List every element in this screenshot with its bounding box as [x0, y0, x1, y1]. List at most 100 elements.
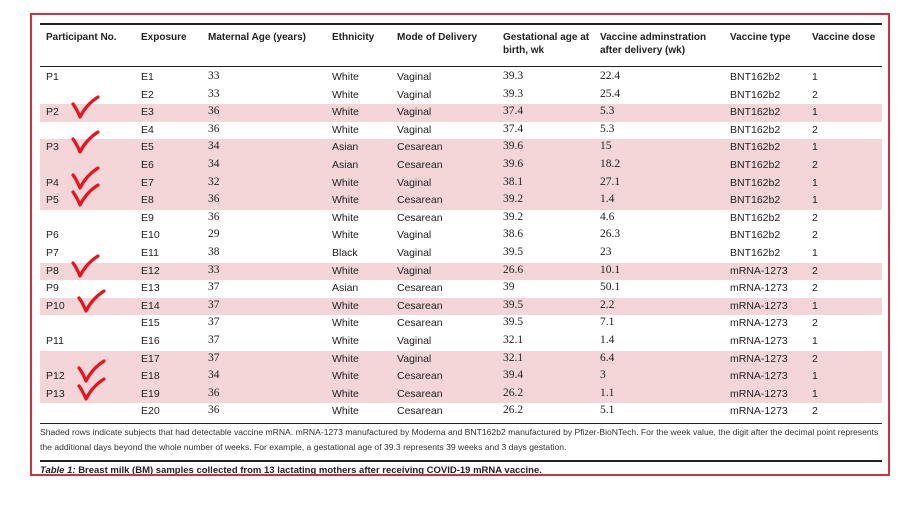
- cell-exposure: E10: [141, 229, 160, 242]
- cell-delivery: Cesarean: [397, 299, 443, 312]
- cell-delivery: Vaginal: [397, 176, 432, 189]
- cell-exposure: E3: [141, 106, 154, 119]
- table-row: P12 E18 34 White Cesarean 39.4 3 mRNA-1273 1: [40, 368, 882, 386]
- table-top-rule: [40, 23, 882, 25]
- cell-maternal-age: 37: [208, 316, 220, 329]
- cell-participant: P4: [46, 176, 59, 189]
- cell-exposure: E11: [141, 247, 159, 259]
- cell-admin-week: 15: [600, 140, 612, 153]
- cell-ethnicity: White: [332, 88, 359, 101]
- cell-ethnicity: White: [332, 71, 359, 83]
- cell-delivery: Vaginal: [397, 264, 432, 277]
- cell-vaccine-dose: 1: [812, 194, 818, 207]
- table-footnote: Shaded rows indicate subjects that had d…: [40, 427, 879, 452]
- cell-maternal-age: 34: [208, 140, 220, 153]
- cell-vaccine-dose: 2: [812, 405, 818, 418]
- cell-vaccine-type: mRNA-1273: [730, 370, 788, 383]
- cell-maternal-age: 33: [208, 70, 220, 82]
- cell-maternal-age: 36: [208, 122, 220, 135]
- cell-exposure: E7: [141, 176, 154, 189]
- cell-vaccine-type: mRNA-1273: [730, 299, 788, 312]
- cell-vaccine-dose: 1: [812, 176, 818, 189]
- cell-gestational-age: 39.2: [503, 193, 524, 206]
- cell-vaccine-type: BNT162b2: [730, 141, 781, 154]
- cell-delivery: Vaginal: [397, 123, 432, 136]
- cell-maternal-age: 32: [208, 175, 220, 188]
- cell-participant: P3: [46, 141, 59, 154]
- cell-admin-week: 18.2: [600, 158, 621, 170]
- cell-ethnicity: White: [332, 106, 359, 119]
- cell-maternal-age: 33: [208, 263, 220, 276]
- cell-delivery: Cesarean: [397, 282, 443, 295]
- cell-participant: P2: [46, 106, 59, 119]
- cell-participant: P12: [46, 370, 65, 383]
- cell-ethnicity: White: [332, 335, 359, 347]
- cell-admin-week: 5.3: [600, 105, 615, 118]
- cell-vaccine-type: BNT162b2: [730, 159, 781, 171]
- table-header-rule: [40, 66, 882, 67]
- cell-gestational-age: 39.5: [503, 298, 524, 311]
- cell-admin-week: 50.1: [600, 281, 621, 294]
- cell-ethnicity: Asian: [332, 159, 359, 171]
- cell-gestational-age: 37.4: [503, 122, 524, 135]
- cell-exposure: E20: [141, 405, 160, 418]
- cell-admin-week: 6.4: [600, 351, 615, 364]
- cell-ethnicity: White: [332, 229, 359, 242]
- cell-gestational-age: 39.5: [503, 316, 524, 329]
- cell-gestational-age: 38.6: [503, 228, 524, 241]
- cell-gestational-age: 39.5: [503, 246, 524, 258]
- cell-vaccine-dose: 2: [812, 264, 818, 277]
- cell-vaccine-type: BNT162b2: [730, 71, 781, 83]
- table-row: E20 36 White Cesarean 26.2 5.1 mRNA-1273 2: [40, 403, 882, 421]
- cell-participant: P7: [46, 247, 59, 259]
- cell-maternal-age: 33: [208, 87, 220, 100]
- cell-admin-week: 2.2: [600, 298, 615, 311]
- cell-vaccine-type: BNT162b2: [730, 123, 781, 136]
- cell-vaccine-dose: 1: [812, 370, 818, 383]
- cell-admin-week: 5.3: [600, 122, 615, 135]
- cell-participant: P10: [46, 299, 65, 312]
- cell-vaccine-dose: 2: [812, 159, 818, 171]
- cell-participant: P11: [46, 335, 64, 347]
- cell-vaccine-type: BNT162b2: [730, 194, 781, 207]
- cell-exposure: E8: [141, 194, 154, 207]
- cell-ethnicity: Asian: [332, 282, 359, 295]
- table-row: E4 36 White Vaginal 37.4 5.3 BNT162b2 2: [40, 122, 882, 140]
- cell-exposure: E18: [141, 370, 160, 383]
- cell-admin-week: 1.1: [600, 386, 615, 399]
- table-row: P11 E16 37 White Vaginal 32.1 1.4 mRNA-1273 1: [40, 333, 882, 351]
- table-row: P10 E14 37 White Cesarean 39.5 2.2 mRNA-1273 1: [40, 297, 882, 316]
- table-row: P13 E19 36 White Cesarean 26.2 1.1 mRNA-1273 1: [40, 385, 882, 404]
- header-gestational-age: Gestational age at birth, wk: [503, 32, 590, 56]
- cell-gestational-age: 38.1: [503, 175, 524, 188]
- cell-gestational-age: 39.6: [503, 140, 524, 153]
- cell-vaccine-type: BNT162b2: [730, 229, 781, 242]
- cell-exposure: E9: [141, 211, 154, 224]
- cell-gestational-age: 39.3: [503, 87, 524, 100]
- cell-vaccine-type: mRNA-1273: [730, 405, 788, 418]
- cell-admin-week: 4.6: [600, 210, 615, 223]
- cell-gestational-age: 26.6: [503, 263, 524, 276]
- table-row: E15 37 White Cesarean 39.5 7.1 mRNA-1273 2: [40, 315, 882, 333]
- cell-ethnicity: White: [332, 176, 359, 189]
- cell-vaccine-dose: 2: [812, 88, 818, 101]
- header-admin-week: Vaccine adminstration after delivery (wk…: [600, 32, 707, 56]
- table-row: P6 E10 29 White Vaginal 38.6 26.3 BNT162b2 2: [40, 227, 882, 245]
- cell-admin-week: 5.1: [600, 404, 615, 417]
- cell-participant: P6: [46, 229, 59, 242]
- cell-ethnicity: White: [332, 370, 359, 383]
- cell-ethnicity: White: [332, 211, 359, 224]
- cell-delivery: Vaginal: [397, 71, 432, 83]
- cell-vaccine-dose: 1: [812, 71, 818, 83]
- cell-delivery: Vaginal: [397, 247, 432, 259]
- cell-delivery: Cesarean: [397, 405, 443, 418]
- table-row: P9 E13 37 Asian Cesarean 39 50.1 mRNA-1273 2: [40, 280, 882, 298]
- table-caption: Table 1: Breast milk (BM) samples collec…: [40, 465, 542, 474]
- cell-admin-week: 1.4: [600, 334, 615, 346]
- header-vaccine-dose: Vaccine dose: [812, 32, 876, 43]
- cell-admin-week: 23: [600, 246, 612, 258]
- cell-maternal-age: 36: [208, 105, 220, 118]
- cell-delivery: Vaginal: [397, 106, 432, 119]
- cell-exposure: E4: [141, 123, 154, 136]
- cell-ethnicity: White: [332, 352, 359, 365]
